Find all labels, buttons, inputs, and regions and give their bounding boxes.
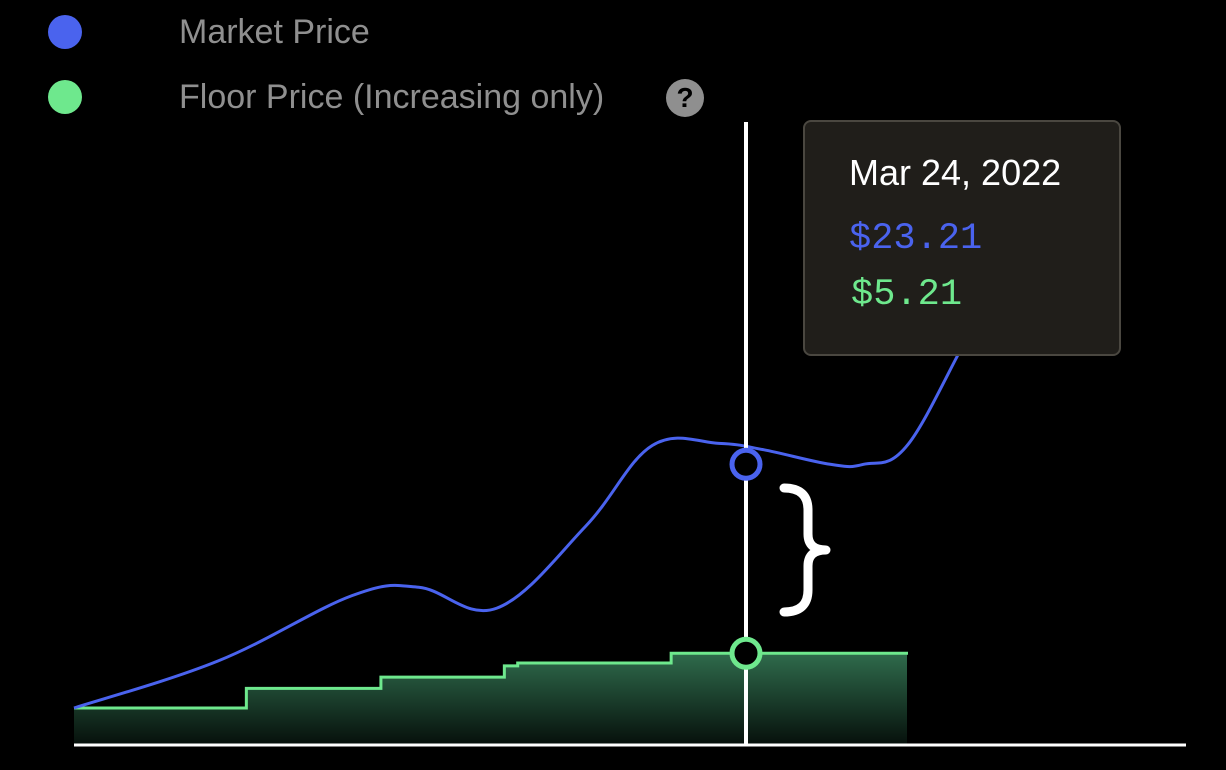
question-circle-icon[interactable]: ?: [666, 79, 704, 117]
market-marker: [729, 447, 763, 481]
tooltip: Mar 24, 2022 $23.21 $5.21: [803, 120, 1121, 356]
market-series: [73, 266, 1021, 710]
tooltip-floor-value: $5.21: [851, 274, 963, 316]
floor-marker: [729, 636, 763, 670]
floor-area: [74, 653, 908, 745]
legend-label-market: Market Price: [179, 12, 370, 51]
legend-item-market[interactable]: Market Price: [48, 12, 370, 52]
floor-dot-icon: [48, 80, 82, 114]
legend-label-floor: Floor Price (Increasing only): [179, 77, 605, 116]
tooltip-market-value: $23.21: [849, 218, 983, 260]
tooltip-date: Mar 24, 2022: [849, 152, 1062, 193]
legend-item-floor[interactable]: Floor Price (Increasing only) ?: [48, 77, 704, 117]
market-line: [73, 266, 1021, 710]
gap-brace-icon: [779, 483, 831, 617]
markers: [729, 447, 763, 670]
legend: Market Price Floor Price (Increasing onl…: [0, 0, 760, 130]
market-dot-icon: [48, 15, 82, 49]
